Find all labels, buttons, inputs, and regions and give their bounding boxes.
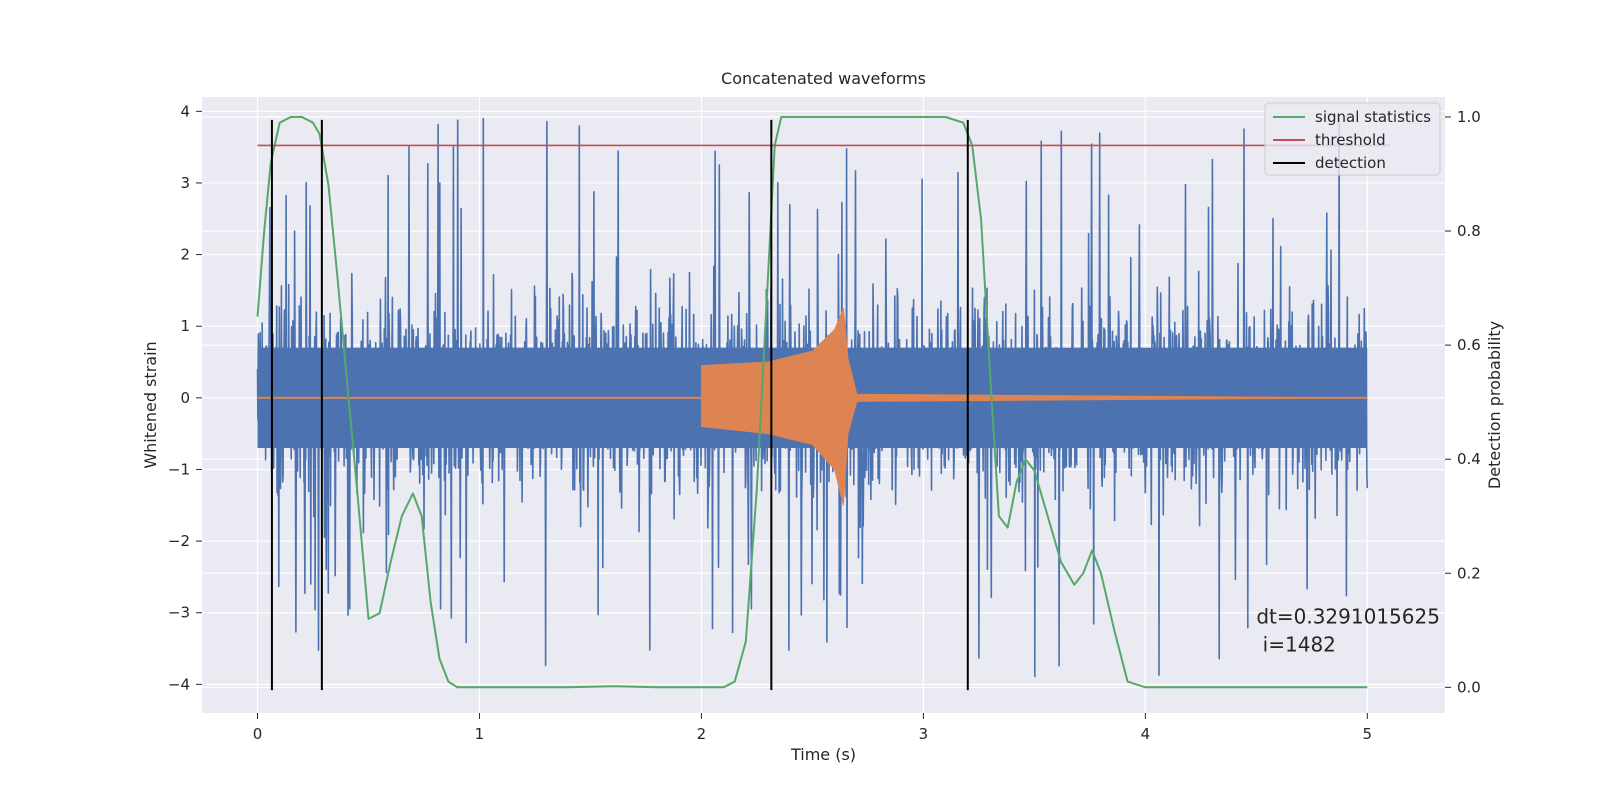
y-tick-label: −1: [168, 460, 190, 478]
y-axis-label: Whitened strain: [141, 341, 160, 468]
x-axis-label: Time (s): [790, 745, 856, 764]
x-tick-label: 2: [697, 725, 707, 743]
x-axis: 0 1 2 3 4 5: [253, 713, 1372, 743]
right-y-tick-label: 0.0: [1457, 678, 1481, 696]
right-y-tick-label: 0.4: [1457, 450, 1481, 468]
right-y-tick-label: 0.8: [1457, 222, 1481, 240]
legend-label: signal statistics: [1315, 108, 1431, 126]
detection-series: [270, 119, 969, 691]
right-y-tick-label: 0.6: [1457, 336, 1481, 354]
y-tick-label: 1: [180, 317, 190, 335]
y-tick-label: 3: [180, 174, 190, 192]
x-tick-label: 5: [1363, 725, 1373, 743]
left-y-axis: −4 −3 −2 −1 0 1 2 3 4: [168, 102, 202, 693]
x-tick-label: 4: [1141, 725, 1151, 743]
x-tick-label: 0: [253, 725, 263, 743]
chirp-series: [257, 308, 1368, 506]
y-tick-label: −3: [168, 604, 190, 622]
y-tick-label: −4: [168, 675, 190, 693]
annotation-index: i=1482: [1256, 632, 1336, 656]
chart-title: Concatenated waveforms: [721, 69, 926, 88]
legend-label: threshold: [1315, 131, 1386, 149]
right-y-axis: 0.0 0.2 0.4 0.6 0.8 1.0: [1445, 108, 1481, 696]
right-y-axis-label: Detection probability: [1485, 321, 1504, 489]
right-y-tick-label: 0.2: [1457, 564, 1481, 582]
signal-statistics-series: [256, 116, 1368, 689]
signal-statistics-line: [256, 116, 1368, 689]
y-tick-label: −2: [168, 532, 190, 550]
y-tick-label: 4: [180, 102, 190, 120]
y-tick-label: 2: [180, 246, 190, 264]
annotation-dt: dt=0.3291015625: [1256, 604, 1440, 628]
x-tick-label: 3: [919, 725, 929, 743]
x-tick-label: 1: [475, 725, 485, 743]
legend-label: detection: [1315, 154, 1386, 172]
legend: signal statistics threshold detection: [1264, 102, 1441, 176]
y-tick-label: 0: [180, 389, 190, 407]
legend-box: [1264, 102, 1441, 176]
right-y-tick-label: 1.0: [1457, 108, 1481, 126]
